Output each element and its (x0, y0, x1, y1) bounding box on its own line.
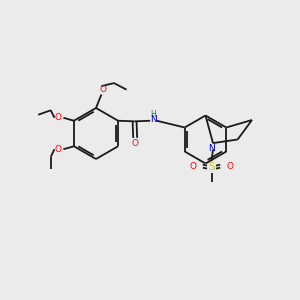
Text: O: O (55, 113, 62, 122)
Text: S: S (208, 162, 215, 172)
Text: O: O (226, 162, 233, 171)
Text: N: N (208, 144, 215, 153)
Text: O: O (132, 139, 139, 148)
Text: H: H (150, 110, 156, 119)
Text: O: O (190, 162, 197, 171)
Text: O: O (55, 145, 62, 154)
Text: O: O (99, 85, 106, 94)
Text: N: N (150, 115, 157, 124)
